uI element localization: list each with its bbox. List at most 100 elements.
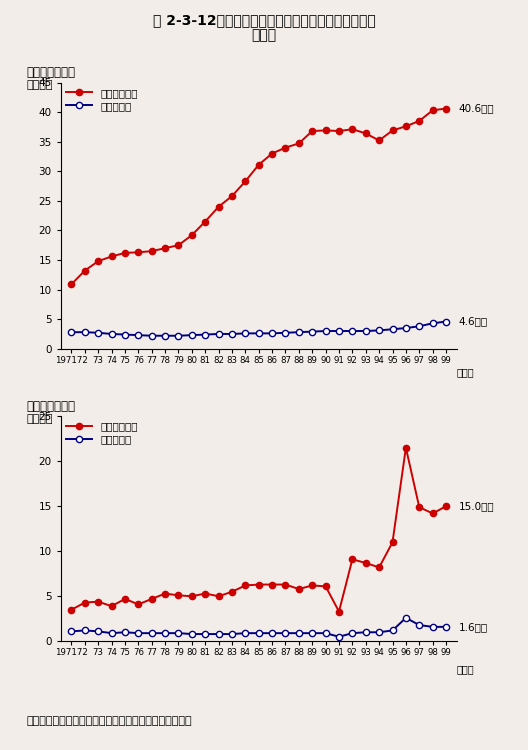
うち外国人 bbox=[202, 629, 209, 638]
特許出願件数 bbox=[188, 231, 195, 240]
特許出願件数 bbox=[175, 241, 182, 250]
Text: （万件）: （万件） bbox=[26, 80, 53, 90]
特許登録件数 bbox=[162, 589, 168, 598]
Text: 1.6万件: 1.6万件 bbox=[459, 622, 488, 632]
うち外国人 bbox=[256, 328, 262, 338]
うち外国人 bbox=[282, 328, 289, 338]
Text: （万件）: （万件） bbox=[26, 414, 53, 424]
特許登録件数 bbox=[135, 600, 142, 609]
特許登録件数 bbox=[202, 589, 209, 598]
特許登録件数 bbox=[122, 595, 128, 604]
特許出願件数 bbox=[323, 126, 329, 135]
うち外国人 bbox=[175, 332, 182, 340]
特許出願件数 bbox=[309, 127, 315, 136]
うち外国人 bbox=[256, 628, 262, 638]
特許登録件数 bbox=[389, 538, 395, 547]
特許登録件数 bbox=[108, 602, 115, 610]
特許登録件数 bbox=[336, 607, 342, 616]
特許登録件数 bbox=[349, 555, 355, 564]
特許登録件数 bbox=[215, 592, 222, 601]
うち外国人 bbox=[389, 626, 395, 635]
うち外国人 bbox=[269, 628, 275, 638]
特許登録件数 bbox=[175, 591, 182, 600]
特許出願件数 bbox=[229, 191, 235, 200]
うち外国人 bbox=[336, 326, 342, 335]
特許登録件数 bbox=[429, 509, 436, 518]
特許登録件数 bbox=[296, 584, 302, 593]
うち外国人 bbox=[376, 628, 382, 637]
うち外国人 bbox=[296, 328, 302, 337]
特許登録件数 bbox=[256, 580, 262, 589]
うち外国人 bbox=[309, 628, 315, 638]
特許出願件数 bbox=[135, 248, 142, 256]
うち外国人 bbox=[376, 326, 382, 335]
特許出願件数 bbox=[403, 122, 409, 130]
うち外国人 bbox=[68, 627, 74, 636]
特許登録件数 bbox=[403, 443, 409, 452]
うち外国人 bbox=[108, 628, 115, 638]
うち外国人 bbox=[269, 328, 275, 338]
うち外国人 bbox=[229, 629, 235, 638]
うち外国人 bbox=[135, 628, 142, 638]
うち外国人 bbox=[363, 326, 369, 335]
特許登録件数 bbox=[376, 563, 382, 572]
うち外国人 bbox=[323, 326, 329, 335]
特許出願件数 bbox=[416, 116, 422, 125]
特許出願件数 bbox=[363, 129, 369, 138]
Line: うち外国人: うち外国人 bbox=[68, 615, 449, 640]
Text: 第 2-3-12図　我が国における特許出願及び登録件数: 第 2-3-12図 我が国における特許出願及び登録件数 bbox=[153, 13, 375, 28]
うち外国人 bbox=[242, 628, 249, 638]
うち外国人 bbox=[162, 628, 168, 638]
特許出願件数 bbox=[256, 160, 262, 170]
特許登録件数 bbox=[443, 502, 449, 511]
Legend: 特許出願件数, うち外国人: 特許出願件数, うち外国人 bbox=[66, 88, 138, 111]
特許出願件数 bbox=[215, 202, 222, 211]
うち外国人 bbox=[108, 329, 115, 338]
Line: 特許出願件数: 特許出願件数 bbox=[68, 106, 449, 287]
Text: （年）: （年） bbox=[457, 368, 474, 377]
うち外国人 bbox=[282, 628, 289, 638]
うち外国人 bbox=[188, 629, 195, 638]
特許出願件数 bbox=[443, 104, 449, 113]
うち外国人 bbox=[188, 331, 195, 340]
特許登録件数 bbox=[148, 595, 155, 604]
うち外国人 bbox=[95, 627, 101, 636]
特許登録件数 bbox=[323, 582, 329, 591]
特許登録件数 bbox=[68, 605, 74, 614]
うち外国人 bbox=[349, 326, 355, 335]
特許出願件数 bbox=[296, 139, 302, 148]
特許登録件数 bbox=[363, 559, 369, 568]
うち外国人 bbox=[215, 329, 222, 338]
特許出願件数 bbox=[95, 256, 101, 265]
特許出願件数 bbox=[162, 244, 168, 253]
特許出願件数 bbox=[269, 149, 275, 158]
うち外国人 bbox=[403, 323, 409, 332]
Text: 4.6万件: 4.6万件 bbox=[459, 316, 488, 326]
特許出願件数 bbox=[148, 247, 155, 256]
うち外国人 bbox=[403, 614, 409, 622]
特許出願件数 bbox=[242, 177, 249, 186]
うち外国人 bbox=[148, 332, 155, 340]
特許出願件数 bbox=[389, 126, 395, 135]
うち外国人 bbox=[242, 328, 249, 338]
特許登録件数 bbox=[229, 587, 235, 596]
特許登録件数 bbox=[82, 598, 88, 607]
うち外国人 bbox=[389, 325, 395, 334]
うち外国人 bbox=[309, 327, 315, 336]
特許出願件数 bbox=[122, 248, 128, 257]
特許出願件数 bbox=[336, 127, 342, 136]
特許出願件数 bbox=[82, 266, 88, 275]
うち外国人 bbox=[135, 331, 142, 340]
特許登録件数 bbox=[242, 581, 249, 590]
うち外国人 bbox=[336, 632, 342, 641]
うち外国人 bbox=[323, 628, 329, 638]
Line: うち外国人: うち外国人 bbox=[68, 319, 449, 339]
Text: （２）登録件数: （２）登録件数 bbox=[26, 400, 76, 412]
うち外国人 bbox=[416, 620, 422, 629]
うち外国人 bbox=[202, 330, 209, 339]
うち外国人 bbox=[215, 629, 222, 638]
うち外国人 bbox=[443, 317, 449, 326]
Legend: 特許登録件数, うち外国人: 特許登録件数, うち外国人 bbox=[66, 422, 138, 445]
うち外国人 bbox=[122, 628, 128, 637]
うち外国人 bbox=[95, 328, 101, 338]
